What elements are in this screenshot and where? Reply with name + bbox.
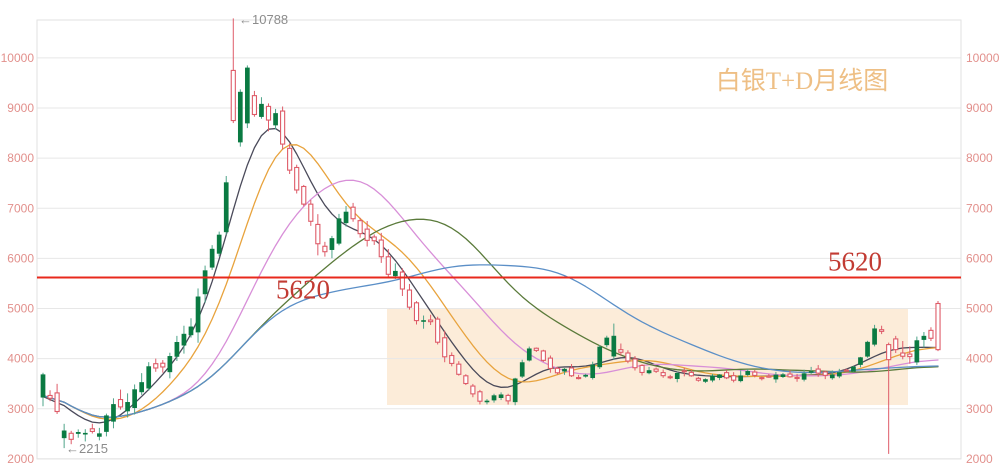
svg-text:2000: 2000 xyxy=(7,452,34,466)
svg-text:8000: 8000 xyxy=(966,151,993,165)
svg-text:白银T+D月线图: 白银T+D月线图 xyxy=(716,67,888,95)
svg-text:3000: 3000 xyxy=(966,402,993,416)
svg-text:5000: 5000 xyxy=(7,302,34,316)
svg-text:8000: 8000 xyxy=(7,151,34,165)
svg-text:2000: 2000 xyxy=(966,452,993,466)
svg-text:9000: 9000 xyxy=(7,101,34,115)
svg-text:6000: 6000 xyxy=(7,251,34,265)
svg-text:6000: 6000 xyxy=(966,251,993,265)
svg-text:7000: 7000 xyxy=(7,201,34,215)
svg-text:5620: 5620 xyxy=(276,274,330,304)
svg-text:5620: 5620 xyxy=(828,246,882,276)
svg-text:10000: 10000 xyxy=(966,51,1000,65)
svg-text:7000: 7000 xyxy=(966,201,993,215)
svg-text:4000: 4000 xyxy=(7,352,34,366)
svg-text:←2215: ←2215 xyxy=(66,441,108,456)
svg-text:5000: 5000 xyxy=(966,302,993,316)
svg-text:3000: 3000 xyxy=(7,402,34,416)
svg-text:10000: 10000 xyxy=(1,51,35,65)
svg-text:←10788: ←10788 xyxy=(239,12,288,27)
svg-text:4000: 4000 xyxy=(966,352,993,366)
svg-text:9000: 9000 xyxy=(966,101,993,115)
